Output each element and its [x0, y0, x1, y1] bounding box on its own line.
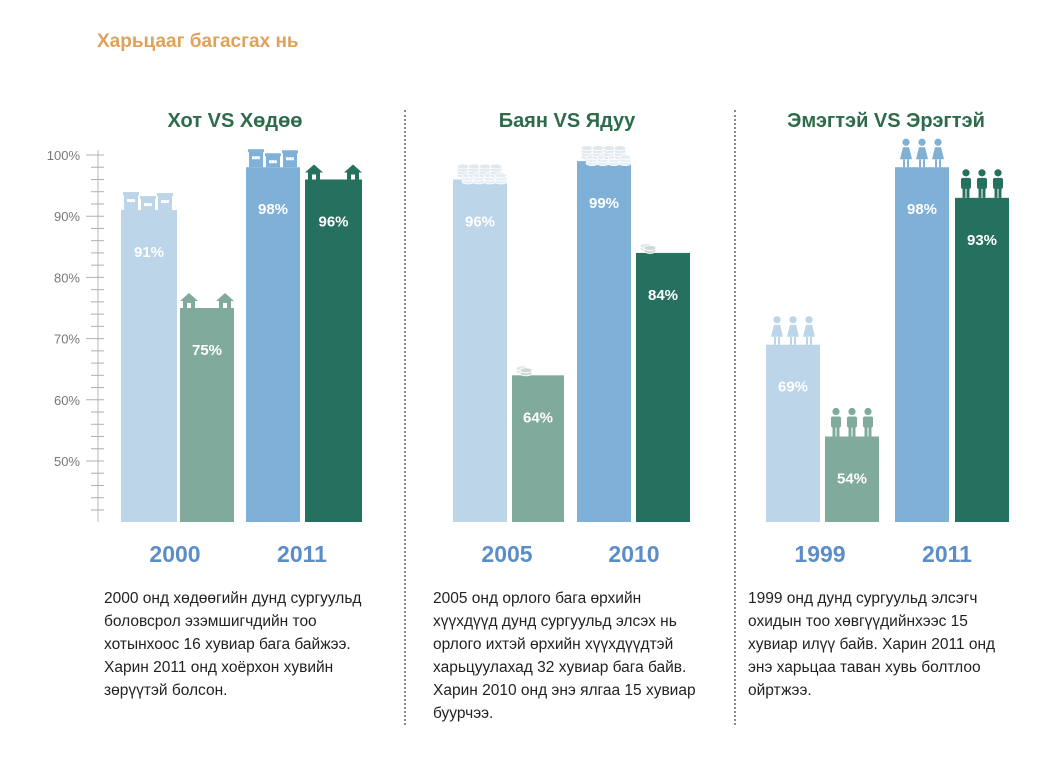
male-icon	[831, 407, 873, 437]
building-icon	[123, 192, 173, 211]
bar-group: 75%	[180, 293, 234, 522]
bar	[766, 344, 820, 522]
data-label: 84%	[648, 287, 678, 304]
bar	[121, 210, 177, 522]
bar-group: 69%	[766, 316, 820, 522]
year-label: 2010	[608, 541, 659, 567]
female-icon	[900, 138, 944, 168]
coin-stack-icon	[580, 145, 632, 167]
chart-panel-3: Эмэгтэй VS Эрэгтэй 1999 69% 54% 2011 98% 93%	[766, 110, 1009, 567]
bar	[955, 197, 1009, 522]
y-tick-label: 70%	[54, 332, 80, 347]
bar	[453, 179, 507, 523]
chart-title: Эмэгтэй VS Эрэгтэй	[787, 110, 985, 132]
data-label: 69%	[778, 379, 808, 396]
y-tick-label: 80%	[54, 270, 80, 285]
bar-group: 64%	[512, 365, 564, 522]
page-title: Харьцааг багасгах нь	[97, 31, 299, 52]
data-label: 96%	[318, 213, 348, 230]
bar	[305, 179, 362, 523]
bar-group: 98%	[246, 149, 300, 523]
data-label: 91%	[134, 244, 164, 261]
bar-group: 91%	[121, 192, 177, 522]
year-label: 2011	[277, 541, 327, 567]
bar-group: 84%	[636, 243, 690, 523]
data-label: 96%	[465, 213, 495, 230]
data-label: 98%	[907, 201, 937, 218]
y-tick-label: 90%	[54, 209, 80, 224]
year-label: 2011	[922, 541, 972, 567]
bar	[895, 167, 949, 523]
bar	[180, 308, 234, 522]
data-label: 98%	[258, 201, 288, 218]
bar-group: 98%	[895, 138, 949, 523]
bar-group: 99%	[577, 145, 632, 522]
bar	[577, 161, 631, 522]
panel-1-description: 2000 онд хөдөөгийн дунд сургуульд боловс…	[104, 590, 362, 699]
coin-stack-icon	[456, 163, 508, 185]
bar-group: 96%	[453, 163, 508, 523]
bar-group: 54%	[825, 407, 879, 522]
bar	[512, 375, 564, 522]
coin-stack-icon	[639, 243, 657, 254]
bar-group: 96%	[305, 164, 362, 523]
female-icon	[771, 316, 815, 345]
building-icon	[248, 149, 298, 168]
chart-title: Баян VS Ядуу	[499, 110, 636, 132]
year-label: 2005	[481, 541, 532, 567]
panel-divider	[734, 110, 736, 725]
data-label: 64%	[523, 409, 553, 426]
year-label: 1999	[794, 541, 845, 567]
male-icon	[961, 169, 1003, 198]
panel-3-description: 1999 онд дунд сургуульд элсэгч охидын то…	[748, 590, 996, 699]
bar-group: 93%	[955, 169, 1009, 522]
chart-panel-1: Хот VS Хөдөө 2000 91% 75% 2011 98% 96%	[121, 110, 362, 567]
bar	[636, 252, 690, 523]
y-tick-label: 50%	[54, 454, 80, 469]
house-icon	[305, 164, 362, 180]
chart-title: Хот VS Хөдөө	[167, 110, 302, 132]
panel-divider	[404, 110, 406, 725]
bar	[246, 167, 300, 523]
data-label: 99%	[589, 195, 619, 212]
data-label: 54%	[837, 471, 867, 488]
bar	[825, 436, 879, 522]
coin-stack-icon	[515, 365, 533, 377]
data-label: 93%	[967, 232, 997, 249]
panel-2-description: 2005 онд орлого бага өрхийн хүүхдүүд дун…	[433, 590, 696, 722]
year-label: 2000	[149, 541, 200, 567]
chart-panel-2: Баян VS Ядуу 2005 96% 64% 2010 99% 84%	[453, 110, 690, 567]
y-tick-label: 60%	[54, 393, 80, 408]
house-icon	[180, 293, 234, 308]
y-tick-label: 100%	[47, 148, 81, 163]
data-label: 75%	[192, 342, 222, 359]
